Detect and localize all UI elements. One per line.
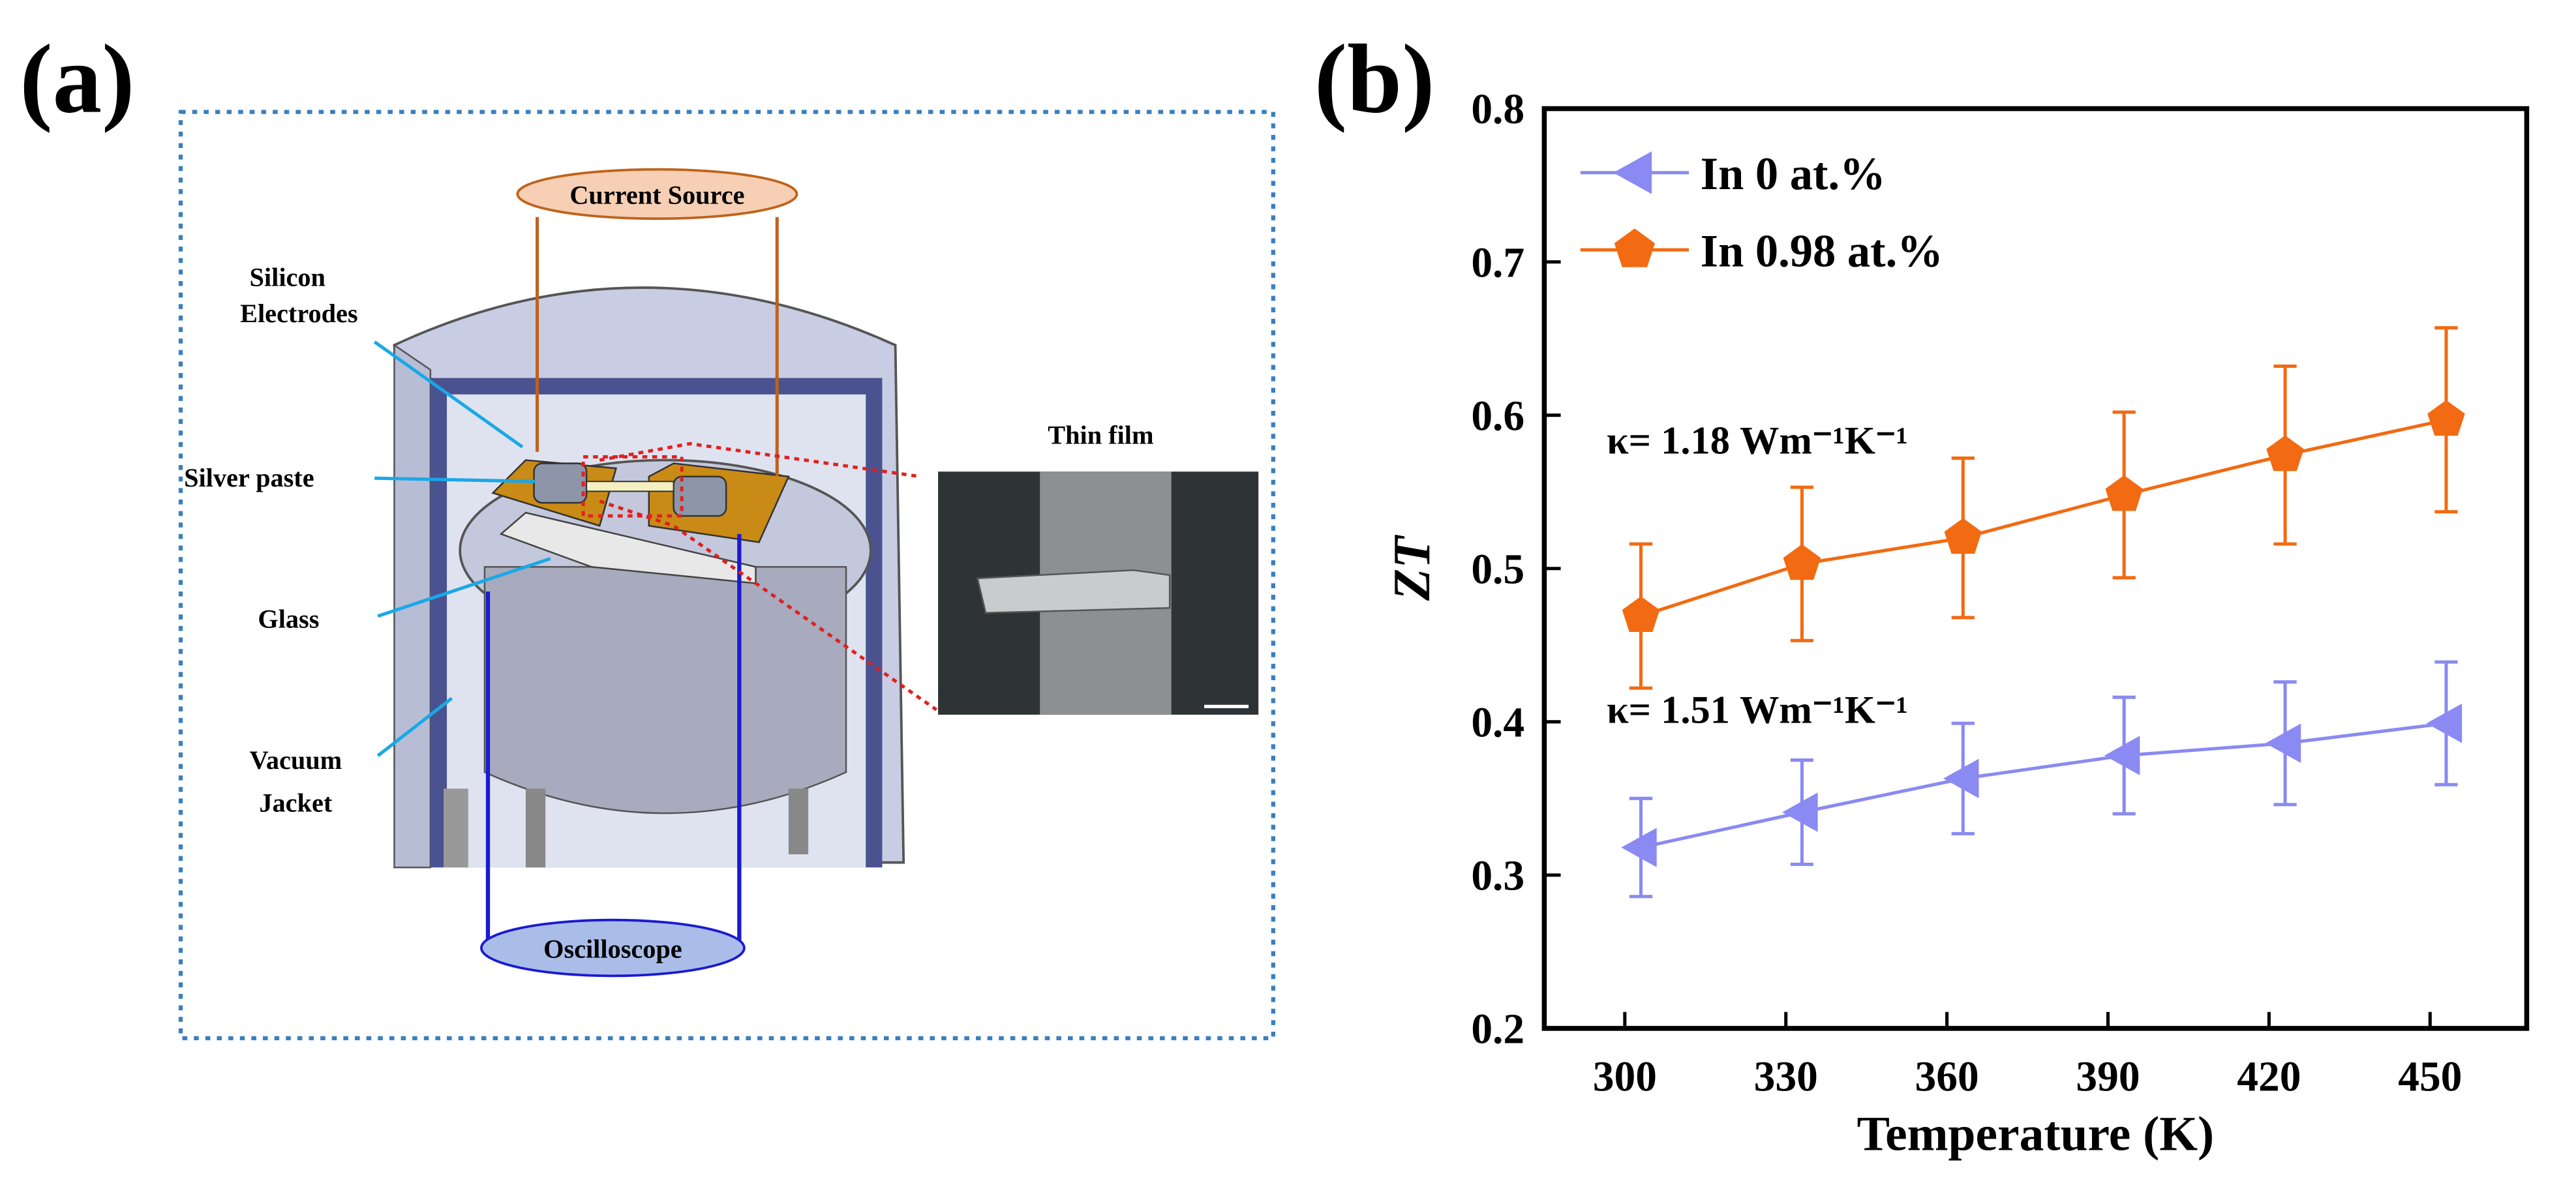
annotation: κ= 1.18 Wm⁻¹K⁻¹ <box>1607 419 1908 462</box>
x-tick-label: 330 <box>1754 1054 1818 1101</box>
callout-arrows <box>373 340 551 757</box>
label-line: Silicon <box>250 263 326 292</box>
marker <box>1613 151 1652 194</box>
y-tick-label: 0.8 <box>1471 86 1524 133</box>
panel-label: (a) <box>20 24 134 134</box>
marker <box>1944 518 1982 554</box>
silver-paste <box>673 475 727 517</box>
x-tick-label: 420 <box>2237 1054 2301 1101</box>
plot-frame <box>1541 106 2530 1031</box>
micrograph-film <box>976 569 1171 614</box>
label-line: Jacket <box>259 788 332 817</box>
x-tick-label: 390 <box>2076 1054 2140 1101</box>
x-axis-label: Temperature (K) <box>1857 1107 2215 1161</box>
wire <box>536 217 779 477</box>
series-line <box>1640 721 2447 850</box>
legend-label: In 0 at.% <box>1701 149 1886 200</box>
marker <box>1783 544 1821 580</box>
series-line <box>1640 418 2447 618</box>
label: Vacuum Jacket <box>249 745 342 817</box>
y-tick-label: 0.7 <box>1471 239 1524 286</box>
zoom-lines <box>599 442 937 711</box>
marker <box>2427 400 2465 436</box>
marker <box>1621 828 1657 867</box>
marker <box>2266 435 2304 472</box>
glass-plate <box>499 511 757 584</box>
oscilloscope-box <box>480 918 746 978</box>
zoom-box <box>581 455 684 518</box>
thin-film <box>586 481 674 492</box>
post <box>788 788 809 854</box>
panel-label: (b) <box>1314 24 1435 134</box>
marker <box>2426 703 2462 743</box>
legend-label: In 0.98 at.% <box>1701 226 1943 277</box>
y-tick-label: 0.2 <box>1471 1006 1524 1053</box>
stage-body <box>483 565 847 815</box>
y-tick-label: 0.5 <box>1471 546 1524 593</box>
current-source-box <box>516 168 798 220</box>
x-tick-label: 360 <box>1915 1054 1979 1101</box>
y-axis-label: ZT <box>1383 535 1441 601</box>
label: Glass <box>258 604 319 633</box>
label-line: Electrodes <box>240 299 357 328</box>
marker <box>2265 723 2301 763</box>
label: Silver paste <box>184 463 314 492</box>
label: Current Source <box>569 181 744 210</box>
marker <box>1622 596 1660 633</box>
silver-paste <box>533 462 588 504</box>
frame <box>178 110 1275 1041</box>
label: Thin film <box>1048 420 1153 449</box>
x-tick-label: 450 <box>2398 1054 2462 1101</box>
marker <box>1943 758 1979 798</box>
label: Oscilloscope <box>543 935 682 964</box>
x-tick-label: 300 <box>1593 1054 1657 1101</box>
post <box>525 788 546 868</box>
wire <box>485 533 742 945</box>
y-tick-label: 0.4 <box>1471 699 1524 746</box>
marker <box>2105 475 2143 511</box>
y-tick-label: 0.3 <box>1471 853 1524 900</box>
annotation: κ= 1.51 Wm⁻¹K⁻¹ <box>1607 688 1908 732</box>
diagram: Current Source Oscilloscope Silicon Elect… <box>178 110 1275 1041</box>
post <box>443 788 468 868</box>
label: Silicon Electrodes <box>240 263 357 328</box>
y-tick-label: 0.6 <box>1471 393 1524 440</box>
marker <box>1782 792 1818 832</box>
label-line: Vacuum <box>249 745 342 775</box>
chart: 0.2 0.3 0.4 0.5 0.6 0.7 0.8 300 330 360 390 420 450 T… <box>1383 86 2530 1161</box>
marker <box>1614 228 1656 267</box>
marker <box>2104 736 2140 775</box>
